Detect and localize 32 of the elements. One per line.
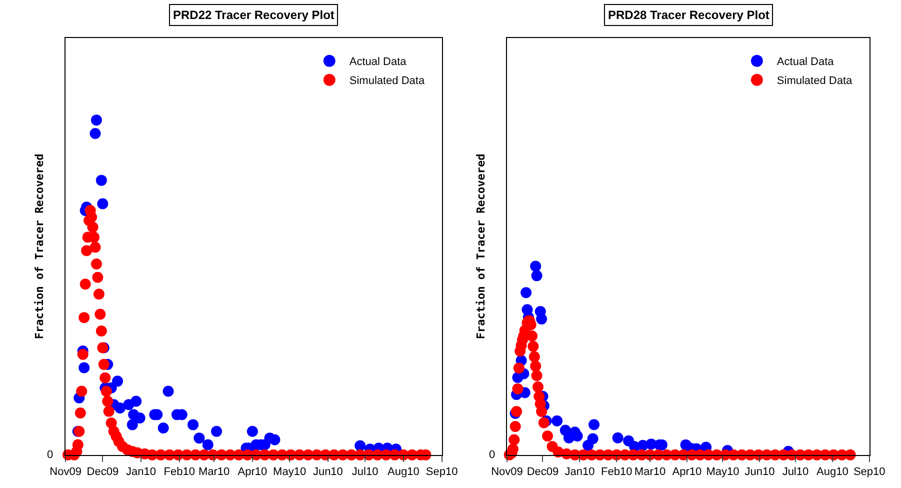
x-tick-label: Feb10 [601, 466, 632, 478]
legend-label: Actual Data [349, 56, 408, 68]
x-tick-label: Jan10 [564, 466, 595, 478]
y-axis-title: Fraction of Tracer Recovered [474, 154, 488, 340]
x-tick-label: Jul10 [782, 466, 809, 478]
x-tick-label: Jun10 [312, 466, 343, 478]
x-tick-label: Sep10 [426, 466, 458, 478]
x-tick-label: Nov09 [491, 466, 523, 478]
x-tick-label: Aug10 [816, 466, 848, 478]
x-tick-label: Feb10 [164, 466, 196, 478]
x-tick-label: Jun10 [744, 466, 775, 478]
chart-title: PRD28 Tracer Recovery Plot [608, 8, 770, 22]
x-tick-label: Apr10 [672, 466, 702, 478]
x-tick-label: Mar10 [198, 466, 230, 478]
x-tick-label: Mar10 [634, 466, 666, 478]
x-tick-label: Nov09 [50, 466, 82, 478]
chart-title: PRD22 Tracer Recovery Plot [173, 8, 334, 22]
legend-label: Simulated Data [776, 75, 854, 88]
x-tick-label: May10 [273, 466, 306, 478]
x-tick-label: Apr10 [238, 466, 268, 478]
x-tick-label: May10 [706, 466, 740, 478]
text: 0 [489, 449, 496, 461]
x-tick-label: Jan10 [126, 466, 156, 478]
legend-label: Actual Data [776, 56, 835, 68]
y-axis-title: Fraction of Tracer Recovered [33, 154, 46, 340]
x-tick-label: Aug10 [388, 466, 420, 478]
legend-label: Simulated Data [349, 75, 426, 88]
x-tick-label: Jul10 [352, 466, 378, 478]
x-tick-label: Dec09 [526, 466, 559, 478]
x-tick-label: Sep10 [853, 466, 886, 478]
text: 0 [47, 449, 54, 461]
x-tick-label: Dec09 [86, 466, 119, 478]
